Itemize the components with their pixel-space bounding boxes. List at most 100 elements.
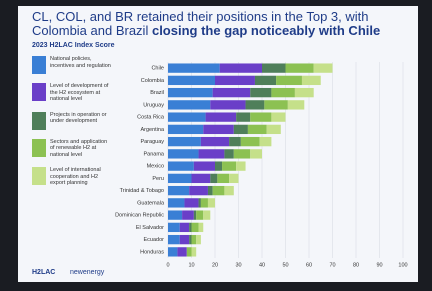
x-tick-label: 70 (329, 262, 335, 268)
y-tick-label: Brazil (150, 90, 164, 96)
bar-segment (217, 174, 229, 183)
y-tick-label: Mexico (147, 164, 164, 170)
y-tick-label: Panama (144, 151, 165, 157)
bar-segment (194, 210, 196, 219)
bar-segment (168, 223, 180, 232)
bar-segment (189, 235, 191, 244)
y-tick-label: Costa Rica (137, 115, 165, 121)
bar-segment (192, 247, 197, 256)
bar-segment (271, 112, 285, 121)
bar-segment (208, 198, 215, 207)
bar-segment (203, 125, 234, 134)
bar-segment (210, 174, 217, 183)
y-tick-label: Chile (151, 66, 164, 72)
x-tick-label: 60 (306, 262, 312, 268)
bar-segment (262, 63, 286, 72)
bar-segment (213, 88, 251, 97)
bar-segment (264, 100, 288, 109)
bar-segment (271, 88, 295, 97)
bar-segment (241, 137, 260, 146)
y-tick-label: Paraguay (140, 139, 164, 145)
bar-segment (286, 63, 314, 72)
bar-segment (187, 247, 192, 256)
bar-segment (250, 88, 271, 97)
bar-segment (168, 100, 210, 109)
bar-segment (215, 76, 255, 85)
bar-segment (177, 247, 186, 256)
bar-segment (222, 161, 236, 170)
bar-segment (192, 174, 211, 183)
bar-segment (295, 88, 314, 97)
bar-segment (224, 186, 233, 195)
bar-segment (168, 161, 194, 170)
bar-segment (168, 88, 213, 97)
bar-segment (168, 235, 180, 244)
page: CL, COL, and BR retained their positions… (0, 0, 432, 291)
bar-segment (260, 137, 272, 146)
bar-segment (168, 149, 199, 158)
bar-segment (189, 186, 208, 195)
bar-segment (213, 186, 225, 195)
y-tick-label: Colombia (141, 78, 165, 84)
bar-segment (206, 112, 237, 121)
bar-segment (203, 210, 210, 219)
bar-segment (314, 63, 333, 72)
bar-segment (210, 100, 245, 109)
bar-segment (196, 210, 203, 219)
bar-segment (234, 125, 248, 134)
bar-segment (168, 137, 201, 146)
bar-segment (220, 63, 262, 72)
y-tick-label: Guatemala (137, 200, 165, 206)
bar-segment (229, 174, 238, 183)
bar-segment (201, 137, 229, 146)
bar-segment (168, 174, 192, 183)
x-tick-label: 80 (353, 262, 359, 268)
x-tick-label: 50 (282, 262, 288, 268)
bar-segment (182, 210, 194, 219)
bar-segment (192, 223, 199, 232)
bar-segment (168, 198, 184, 207)
y-tick-label: Ecuador (144, 237, 165, 243)
bar-segment (288, 100, 304, 109)
bar-segment (189, 223, 191, 232)
bar-segment (199, 223, 204, 232)
bar-segment (302, 76, 321, 85)
y-tick-label: El Salvador (136, 225, 164, 231)
slide: CL, COL, and BR retained their positions… (18, 6, 418, 282)
bar-segment (199, 149, 225, 158)
bar-segment (201, 198, 208, 207)
y-tick-label: Honduras (140, 249, 164, 255)
bar-segment (180, 223, 189, 232)
bar-segment (236, 161, 245, 170)
bar-segment (192, 235, 197, 244)
bar-segment (236, 112, 250, 121)
x-tick-label: 90 (376, 262, 382, 268)
bar-segment (168, 63, 220, 72)
bar-segment (180, 235, 189, 244)
bar-segment (168, 76, 215, 85)
x-tick-label: 0 (166, 262, 169, 268)
bar-segment (168, 125, 203, 134)
bar-segment (184, 198, 198, 207)
bar-segment (234, 149, 250, 158)
x-tick-label: 40 (259, 262, 265, 268)
bar-segment (276, 76, 302, 85)
x-tick-label: 10 (188, 262, 194, 268)
bar-segment (199, 198, 201, 207)
y-tick-label: Uruguay (143, 102, 164, 108)
bar-segment (168, 247, 177, 256)
bar-segment (246, 100, 265, 109)
bar-segment (196, 235, 201, 244)
x-tick-label: 20 (212, 262, 218, 268)
bar-segment (168, 112, 206, 121)
bar-segment (229, 137, 241, 146)
y-tick-label: Trinidad & Tobago (120, 188, 164, 194)
bar-segment (208, 186, 213, 195)
bar-segment (215, 161, 222, 170)
bar-segment (224, 149, 233, 158)
bar-segment (194, 161, 215, 170)
bar-segment (248, 125, 267, 134)
x-tick-label: 30 (235, 262, 241, 268)
bar-segment (267, 125, 281, 134)
